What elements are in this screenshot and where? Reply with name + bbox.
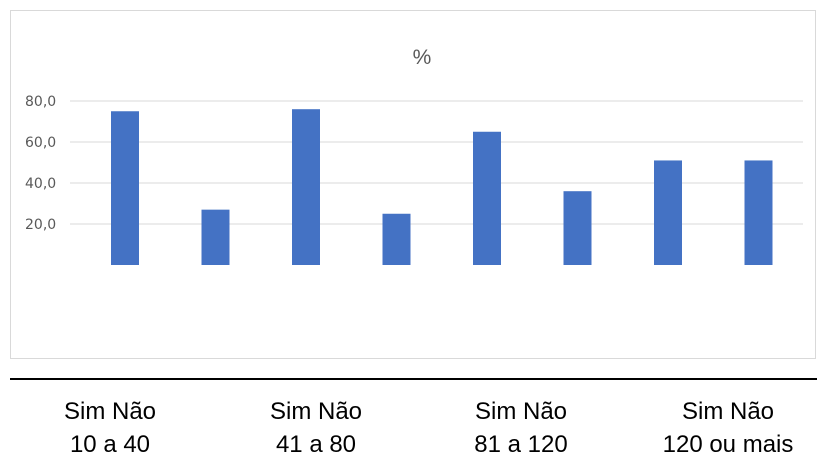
category-sim-nao-label: Sim Não (64, 398, 156, 425)
bar-7 (654, 160, 682, 265)
bar-5 (473, 131, 501, 265)
category-sim-nao-label: Sim Não (475, 398, 567, 425)
y-tick-label: 20,0 (25, 217, 56, 233)
category-group-label: 10 a 40 (70, 431, 150, 458)
bar-4 (382, 213, 411, 265)
bar-3 (292, 109, 320, 265)
category-labels: Sim Não 10 a 40 Sim Não 41 a 80 Sim Não 81 a … (64, 398, 793, 458)
category-group-label: 120 ou mais (663, 431, 794, 458)
y-axis-tick-labels: 20,0 40,0 60,0 80,0 (25, 94, 56, 233)
category-group-label: 81 a 120 (474, 431, 567, 458)
bar-1 (111, 111, 139, 265)
y-tick-label: 80,0 (25, 94, 56, 110)
chart-title: % (413, 46, 432, 69)
bar-8 (744, 160, 773, 265)
bar-2 (201, 209, 230, 265)
y-tick-label: 60,0 (25, 135, 56, 151)
bars (111, 109, 773, 265)
y-tick-label: 40,0 (25, 176, 56, 192)
bar-6 (563, 191, 592, 265)
category-group-label: 41 a 80 (276, 431, 356, 458)
category-sim-nao-label: Sim Não (682, 398, 774, 425)
category-sim-nao-label: Sim Não (270, 398, 362, 425)
